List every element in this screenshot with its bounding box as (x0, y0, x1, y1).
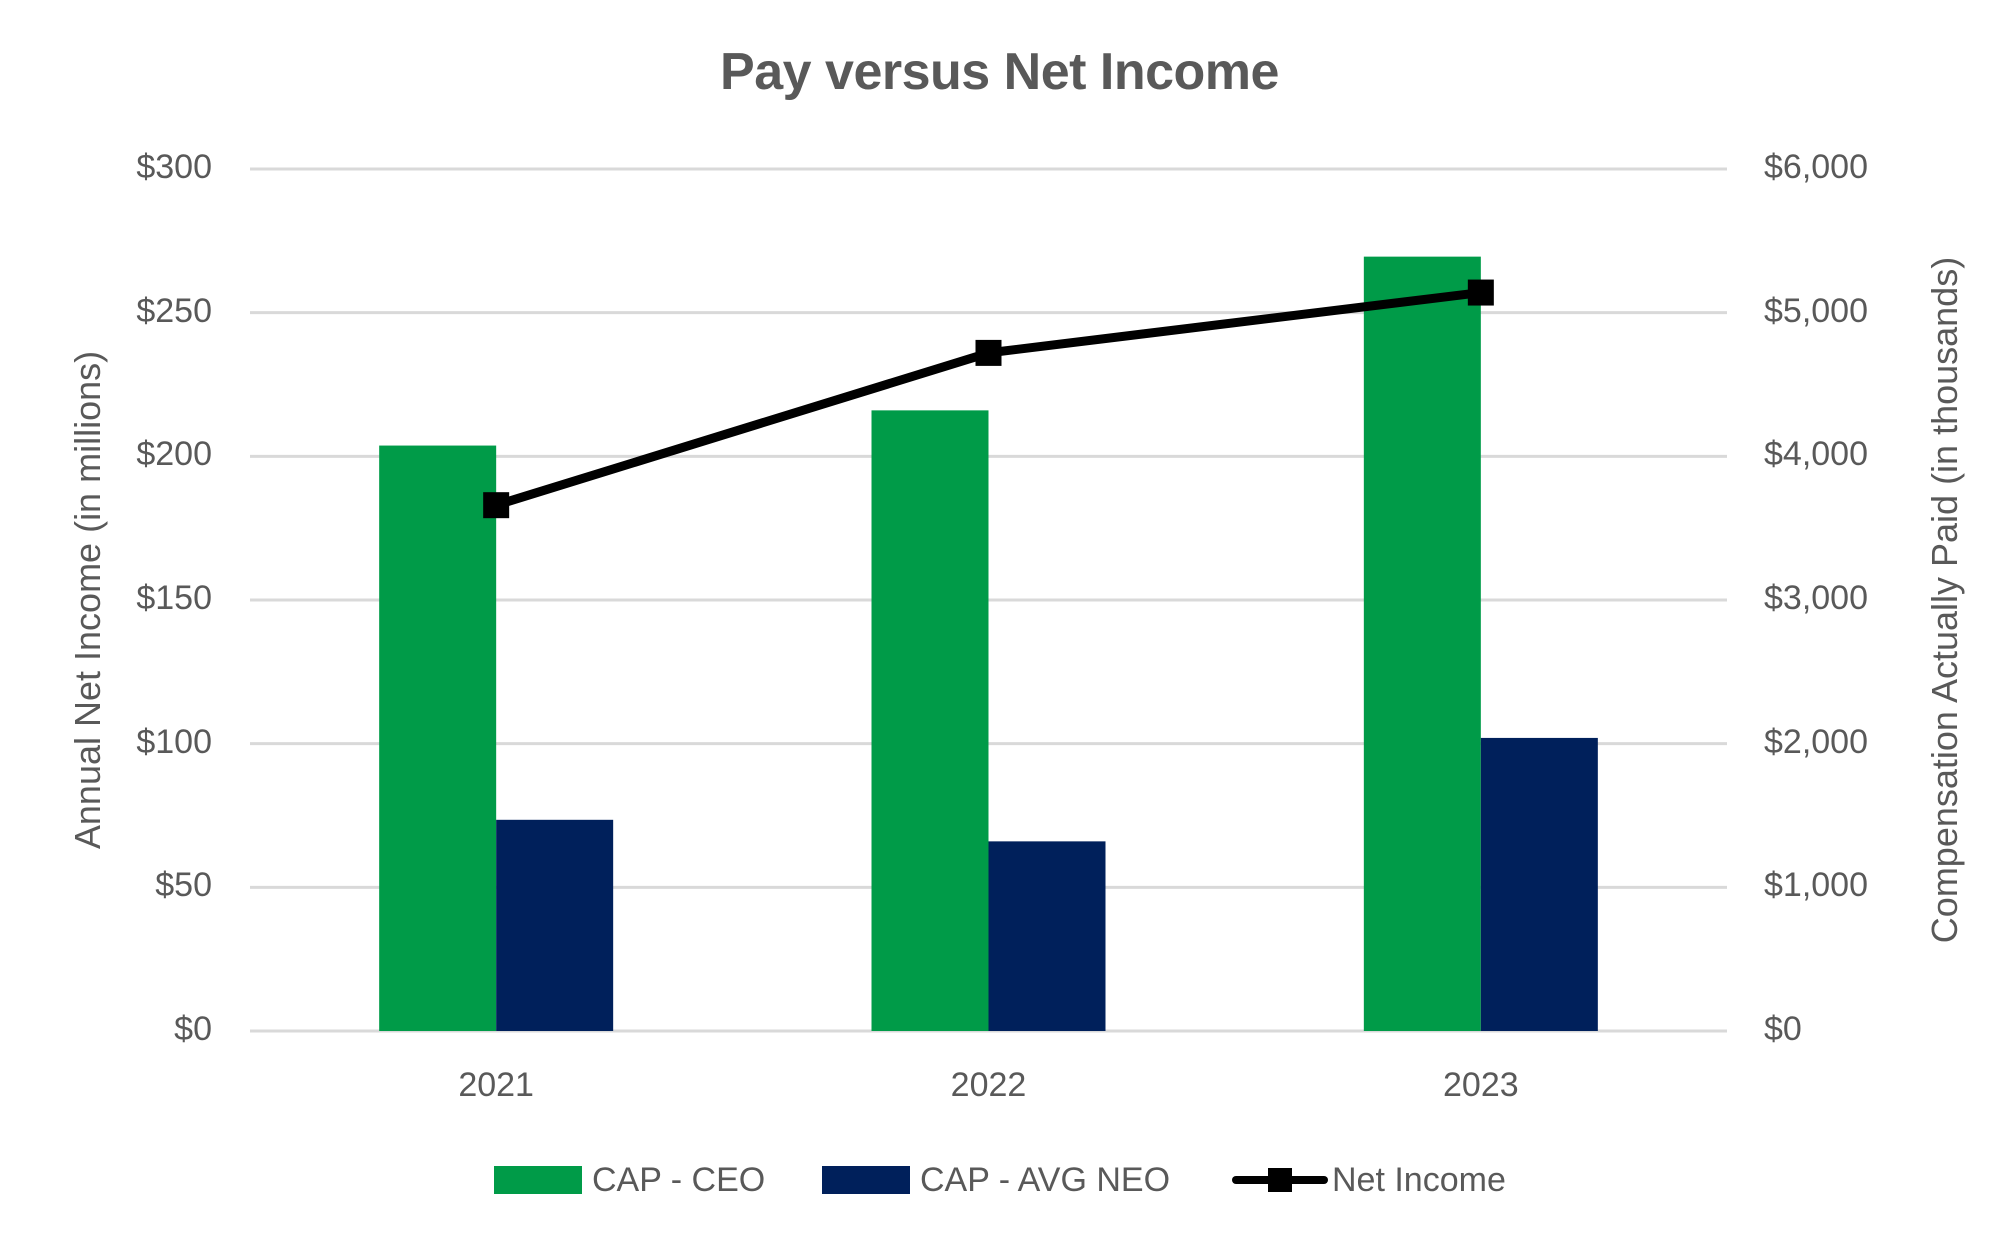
bar-series (379, 256, 1598, 1031)
x-tick-label: 2022 (950, 1066, 1027, 1104)
line-marker-icon (1232, 1166, 1328, 1194)
net-income-line (483, 279, 1494, 519)
legend-item-cap-avg-neo: CAP - AVG NEO (822, 1158, 1170, 1202)
bar-cap-ceo-2021 (379, 445, 497, 1031)
right-tick-label: $4,000 (1764, 435, 1868, 474)
net-income-marker-2021 (483, 492, 510, 519)
legend-item-cap-ceo: CAP - CEO (494, 1158, 765, 1202)
net-income-marker-2022 (975, 339, 1002, 366)
left-tick-label: $150 (136, 579, 212, 617)
right-tick-label: $0 (1764, 1010, 1802, 1048)
left-tick-label: $200 (136, 435, 212, 474)
right-axis-title: Compensation Actually Paid (in thousands… (1924, 256, 1966, 944)
left-tick-label: $300 (136, 148, 212, 186)
bar-cap-avg-neo-2021 (496, 819, 614, 1031)
legend-label: Net Income (1332, 1160, 1506, 1199)
right-tick-label: $2,000 (1764, 722, 1868, 761)
left-tick-label: $100 (136, 722, 212, 761)
cap-avg-neo-swatch-icon (822, 1166, 910, 1194)
legend-label: CAP - CEO (592, 1160, 766, 1199)
left-axis-title: Annual Net Income (in millions) (67, 350, 109, 850)
right-tick-label: $5,000 (1764, 291, 1868, 330)
right-tick-label: $1,000 (1764, 866, 1868, 905)
bar-cap-ceo-2023 (1363, 256, 1481, 1031)
left-tick-label: $50 (155, 866, 212, 905)
legend: CAP - CEO CAP - AVG NEO Net Income (0, 1158, 1999, 1202)
bar-cap-avg-neo-2022 (988, 841, 1106, 1031)
bar-cap-ceo-2022 (871, 410, 989, 1031)
x-tick-label: 2023 (1443, 1066, 1519, 1104)
left-tick-label: $250 (136, 291, 212, 330)
cap-ceo-swatch-icon (494, 1166, 582, 1194)
left-tick-label: $0 (174, 1010, 212, 1048)
chart-title: Pay versus Net Income (720, 43, 1279, 101)
net-income-marker-2023 (1467, 279, 1494, 306)
bar-cap-avg-neo-2023 (1480, 737, 1598, 1031)
legend-item-net-income: Net Income (1232, 1158, 1506, 1202)
x-tick-label: 2021 (458, 1066, 534, 1104)
right-tick-label: $3,000 (1764, 579, 1868, 617)
right-tick-label: $6,000 (1764, 148, 1868, 186)
legend-label: CAP - AVG NEO (920, 1160, 1171, 1199)
